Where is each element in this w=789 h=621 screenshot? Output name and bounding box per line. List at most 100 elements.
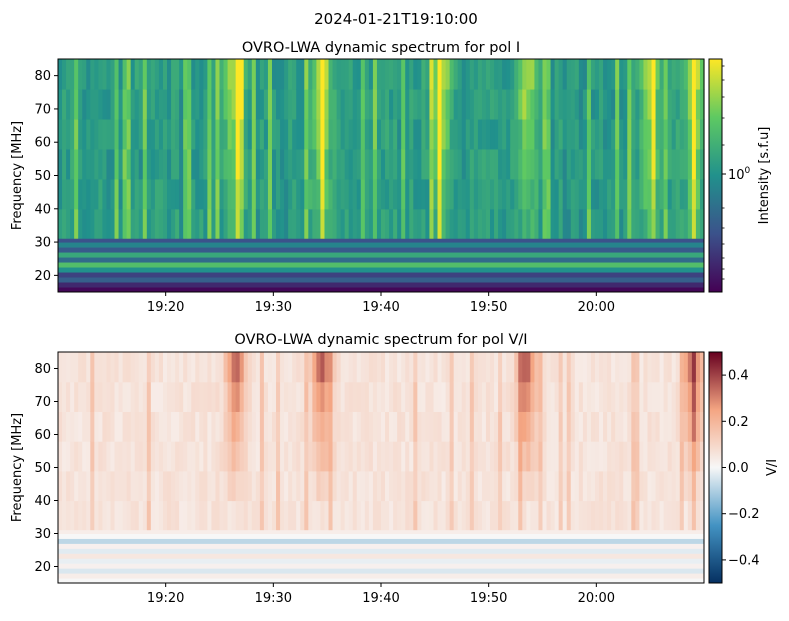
heatmap-cell [70, 178, 75, 210]
heatmap-cell [441, 148, 447, 180]
colorbar-tick-label: −0.2 [728, 507, 760, 522]
heatmap-cell [235, 208, 241, 240]
heatmap-cell [473, 59, 479, 90]
heatmap-cell [118, 88, 124, 120]
heatmap-cell [429, 208, 435, 240]
heatmap-cell [582, 352, 588, 383]
heatmap-cell [183, 59, 188, 90]
heatmap-cell [328, 178, 334, 210]
heatmap-cell [102, 500, 108, 531]
heatmap-cell [106, 59, 112, 90]
heatmap-cell [522, 88, 527, 120]
heatmap-cell [473, 208, 479, 240]
heatmap-cell [659, 208, 665, 240]
heatmap-cell [558, 88, 564, 120]
heatmap-cell [138, 88, 144, 120]
heatmap-cell [514, 59, 519, 90]
heatmap-cell [235, 352, 241, 383]
heatmap-cell [187, 441, 192, 472]
heatmap-cell [546, 148, 552, 180]
heatmap-cell [667, 441, 673, 472]
heatmap-cell [376, 148, 382, 180]
heatmap-cell [239, 352, 245, 383]
heatmap-cell [675, 381, 681, 412]
heatmap-cell [300, 118, 305, 150]
heatmap-band [58, 257, 704, 263]
heatmap-cell [603, 352, 608, 383]
heatmap-cell [356, 178, 362, 210]
heatmap-cell [453, 352, 459, 383]
heatmap-cell [175, 208, 180, 240]
y-tick-label: 20 [34, 269, 51, 284]
heatmap-cell [62, 88, 67, 120]
heatmap-cell [227, 500, 233, 531]
heatmap-cell [643, 441, 649, 472]
heatmap-cell [441, 381, 447, 412]
heatmap-cell [586, 441, 592, 472]
heatmap-cell [292, 148, 297, 180]
heatmap-cell [695, 381, 701, 412]
heatmap-cell [494, 500, 499, 531]
heatmap-cell [187, 381, 192, 412]
heatmap-cell [445, 178, 451, 210]
heatmap-cell [167, 148, 172, 180]
heatmap-cell [110, 118, 116, 150]
heatmap-cell [62, 59, 67, 90]
heatmap-cell [687, 59, 693, 90]
heatmap-cell [687, 118, 693, 150]
heatmap-cell [437, 441, 443, 472]
heatmap-cell [457, 88, 463, 120]
heatmap-cell [167, 59, 172, 90]
heatmap-cell [251, 441, 257, 472]
heatmap-cell [352, 148, 358, 180]
heatmap-cell [413, 178, 418, 210]
heatmap-cell [522, 381, 527, 412]
heatmap-cell [574, 208, 580, 240]
heatmap-cell [389, 118, 394, 150]
x-tick-label: 19:40 [362, 300, 399, 315]
heatmap-cell [494, 88, 499, 120]
x-tick-label: 19:30 [255, 300, 292, 315]
heatmap-cell [191, 178, 196, 210]
heatmap-cell [409, 470, 414, 502]
heatmap-cell [490, 178, 495, 210]
heatmap-cell [74, 352, 79, 383]
heatmap-cell [627, 352, 632, 383]
heatmap-cell [619, 178, 624, 210]
heatmap-cell [348, 118, 354, 150]
heatmap-cell [276, 411, 281, 442]
heatmap-cell [429, 59, 435, 90]
heatmap-cell [538, 500, 544, 531]
heatmap-cell [296, 59, 301, 90]
heatmap-cell [389, 500, 394, 531]
heatmap-cell [437, 59, 443, 90]
heatmap-cell [162, 148, 168, 180]
heatmap-cell [336, 441, 342, 472]
heatmap-cell [607, 441, 612, 472]
heatmap-cell [336, 88, 342, 120]
heatmap-cell [490, 148, 495, 180]
heatmap-cell [623, 470, 628, 502]
heatmap-cell [514, 178, 519, 210]
heatmap-cell [179, 148, 184, 180]
heatmap-cell [469, 118, 475, 150]
heatmap-cell [175, 148, 180, 180]
heatmap-cell [86, 148, 91, 180]
heatmap-cell [542, 470, 548, 502]
heatmap-cell [158, 178, 164, 210]
heatmap-cell [518, 148, 523, 180]
heatmap-cell [461, 208, 467, 240]
heatmap-cell [106, 148, 112, 180]
heatmap-cell [566, 148, 572, 180]
heatmap-cell [102, 88, 108, 120]
heatmap-cell [659, 178, 665, 210]
heatmap-cell [445, 441, 451, 472]
heatmap-cell [659, 411, 665, 442]
heatmap-cell [695, 208, 701, 240]
heatmap-cell [683, 208, 689, 240]
heatmap-cell [364, 148, 370, 180]
heatmap-cell [667, 178, 673, 210]
heatmap-cell [276, 59, 281, 90]
heatmap-cell [227, 88, 233, 120]
